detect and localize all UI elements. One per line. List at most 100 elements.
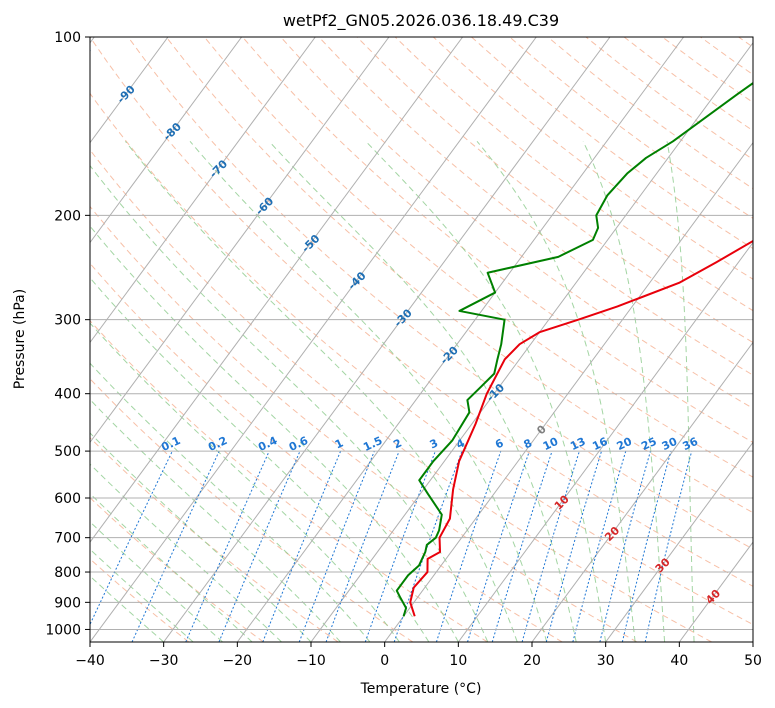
- mixing-ratio-label: 8: [522, 436, 534, 451]
- y-tick-label: 700: [54, 531, 81, 547]
- mixing-ratio-line: [185, 450, 270, 642]
- moist-adiabat-line: [666, 141, 695, 642]
- x-tick-label: −20: [223, 653, 253, 669]
- mixing-ratio-label: 36: [681, 435, 701, 453]
- moist-adiabat-line: [125, 141, 518, 642]
- x-axis: −40 −30 −20 −10 0 10 20 30 40 50: [75, 642, 762, 669]
- dry-adiabat-line: [432, 37, 753, 280]
- y-tick-label: 600: [54, 491, 81, 507]
- mixing-ratio-line: [644, 450, 693, 642]
- mixing-ratio-line: [572, 450, 627, 642]
- isotherm-line: [678, 541, 753, 642]
- moist-adiabat-line: [90, 398, 341, 642]
- x-tick-label: 50: [744, 653, 762, 669]
- isotherm-line: [90, 37, 169, 144]
- y-axis: 1000 900 800 700 600 500 400 300 200 100: [45, 30, 90, 638]
- y-tick-label: 900: [54, 595, 81, 611]
- dry-adiabat-line: [90, 37, 753, 587]
- dry-adiabat-line: [700, 37, 753, 76]
- y-tick-label: 300: [54, 313, 81, 329]
- moist-adiabat-line: [268, 140, 577, 642]
- isotherm-label: -70: [207, 157, 230, 180]
- mixing-ratio-line: [599, 450, 651, 642]
- adiabat-label: 10: [552, 492, 572, 512]
- mixing-ratio-line: [545, 450, 603, 642]
- isotherm-line: [90, 37, 537, 642]
- isotherm-label: -20: [438, 344, 461, 367]
- x-tick-label: 30: [597, 653, 615, 669]
- isotherm-label: -50: [299, 232, 322, 255]
- background-lines: [90, 37, 753, 642]
- isotherm-line: [90, 37, 243, 244]
- isotherm-line: [384, 141, 753, 642]
- pressure-grid: [90, 37, 753, 630]
- mixing-ratio-line: [131, 450, 220, 642]
- dry-adiabat-line: [90, 149, 712, 642]
- dry-adiabat-line: [318, 37, 753, 376]
- isotherm-line: [605, 441, 753, 642]
- y-axis-label: Pressure (hPa): [12, 289, 28, 389]
- temperature-profile-line: [409, 239, 753, 617]
- mixing-ratio-label: 16: [590, 435, 610, 453]
- x-tick-label: 10: [449, 653, 467, 669]
- moist-adiabat-line: [90, 463, 282, 642]
- mixing-ratio-line: [262, 450, 342, 642]
- mixing-ratio-line: [298, 450, 375, 642]
- dry-adiabat-line: [356, 37, 753, 344]
- adiabat-label: 20: [602, 524, 622, 544]
- x-tick-label: −30: [149, 653, 179, 669]
- isotherm-label: -90: [115, 83, 138, 106]
- dry-adiabat-line: [738, 37, 753, 48]
- mixing-ratio-label: 25: [639, 435, 658, 453]
- isotherm-line: [752, 641, 753, 642]
- dry-adiabat-line: [90, 92, 753, 626]
- y-tick-label: 800: [54, 565, 81, 581]
- isotherm-line: [90, 37, 316, 344]
- moist-adiabat-line: [90, 225, 459, 642]
- dry-adiabat-line: [547, 37, 753, 190]
- mixing-ratio-line: [435, 450, 502, 642]
- mixing-ratio-line: [467, 450, 530, 642]
- dry-adiabat-line: [661, 37, 753, 104]
- y-tick-label: 500: [54, 444, 81, 460]
- dry-adiabat-line: [90, 205, 638, 642]
- x-axis-label: Temperature (°C): [360, 681, 482, 697]
- x-tick-label: 0: [380, 653, 389, 669]
- dry-adiabat-line: [623, 37, 753, 132]
- dry-adiabat-line: [90, 378, 414, 642]
- isotherm-line: [236, 37, 685, 642]
- mixing-ratio-label: 30: [660, 435, 680, 453]
- x-tick-label: 40: [670, 653, 688, 669]
- dry-adiabat-line: [90, 497, 264, 642]
- mixing-ratio-line: [621, 450, 672, 642]
- isotherm-line: [310, 41, 753, 642]
- mixing-ratio-label: 13: [568, 435, 587, 453]
- isotherm-line: [457, 241, 753, 642]
- dry-adiabat-line: [509, 37, 753, 219]
- plot-frame: [89, 36, 754, 643]
- dry-adiabat-line: [165, 37, 753, 514]
- isotherm-line: [90, 37, 464, 543]
- isotherm-label: -30: [392, 306, 415, 329]
- mixing-ratio-label: 3: [428, 436, 440, 451]
- adiabat-label: 40: [703, 587, 723, 607]
- mixing-ratio-label: 10: [541, 435, 561, 453]
- mixing-ratio-line: [325, 450, 400, 642]
- dry-adiabat-line: [90, 262, 563, 642]
- x-tick-label: −10: [296, 653, 326, 669]
- mixing-ratio-line: [364, 450, 436, 642]
- mixing-ratio-line: [521, 450, 580, 642]
- dry-adiabat-line: [90, 320, 488, 642]
- chart-title: wetPf2_GN05.2026.036.18.49.C39: [283, 11, 559, 31]
- mixing-ratio-label: 20: [615, 435, 635, 453]
- dry-adiabat-line: [280, 37, 753, 409]
- line-labels: 0.1 0.2 0.4 0.6 1 1.5 2 3 4 6 8 10 13 16 20 25 30 36-100-…: [90, 43, 723, 607]
- y-tick-label: 200: [54, 208, 81, 224]
- isotherm-line: [163, 37, 611, 642]
- x-tick-label: −40: [75, 653, 105, 669]
- y-tick-label: 400: [54, 387, 81, 403]
- moist-adiabat-line: [90, 492, 253, 642]
- isotherm-line: [90, 37, 390, 444]
- mixing-ratio-label: 2: [391, 436, 403, 451]
